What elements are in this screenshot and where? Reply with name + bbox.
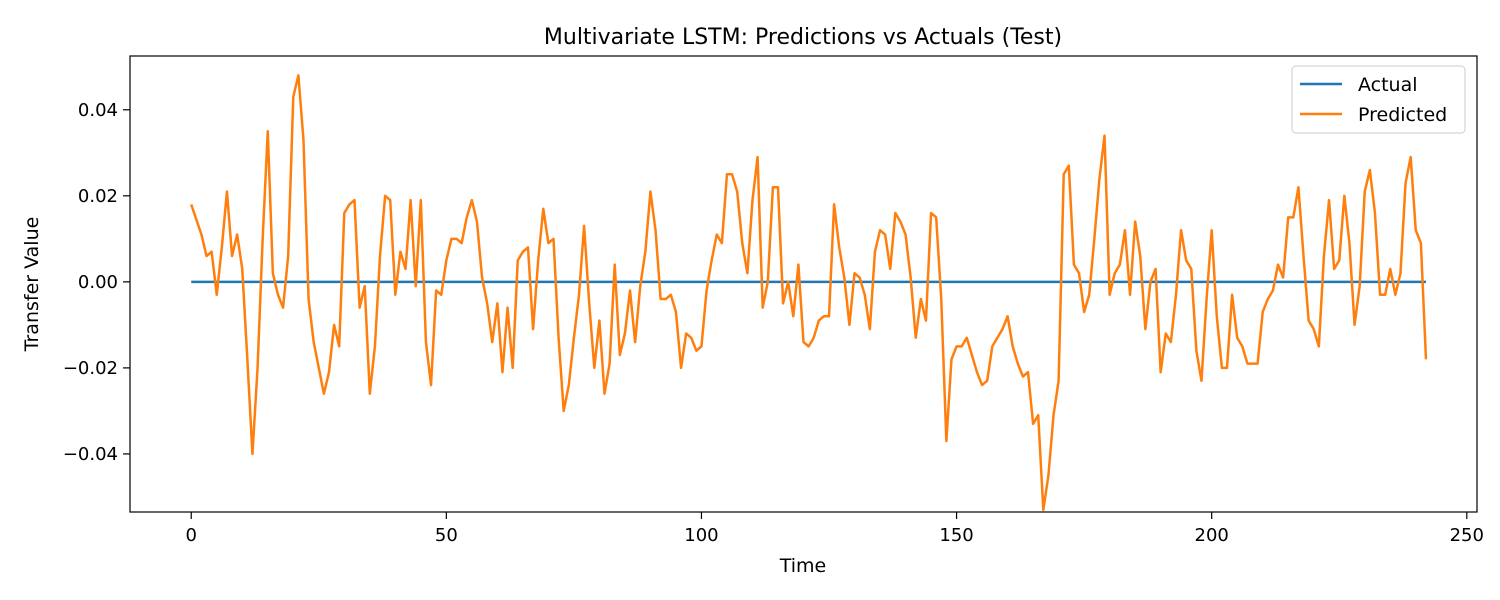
x-axis-label: Time [779, 555, 827, 577]
x-tick-label: 250 [1450, 525, 1484, 546]
x-tick-label: 50 [435, 525, 458, 546]
y-tick-label: 0.04 [78, 100, 118, 121]
y-tick-label: 0.02 [78, 186, 118, 207]
x-tick-label: 100 [684, 525, 718, 546]
y-tick-label: 0.00 [78, 272, 118, 293]
x-axis-ticks: 0 50 100 150 200 250 [186, 512, 1484, 546]
x-tick-label: 150 [939, 525, 973, 546]
plot-frame [129, 55, 1478, 513]
series-layer [190, 74, 1428, 512]
y-tick-label: −0.04 [63, 444, 118, 465]
y-axis-ticks: 0.04 0.02 0.00 −0.02 −0.04 [63, 100, 130, 465]
legend-predicted-label: Predicted [1358, 104, 1447, 126]
x-tick-label: 200 [1195, 525, 1229, 546]
series-line-predicted [190, 74, 1428, 512]
chart-title: Multivariate LSTM: Predictions vs Actual… [544, 25, 1062, 50]
legend-actual-label: Actual [1358, 74, 1418, 96]
y-tick-label: −0.02 [63, 358, 118, 379]
y-axis-label: Transfer Value [21, 217, 43, 353]
legend: Actual Predicted [1291, 65, 1466, 134]
x-tick-label: 0 [186, 525, 197, 546]
